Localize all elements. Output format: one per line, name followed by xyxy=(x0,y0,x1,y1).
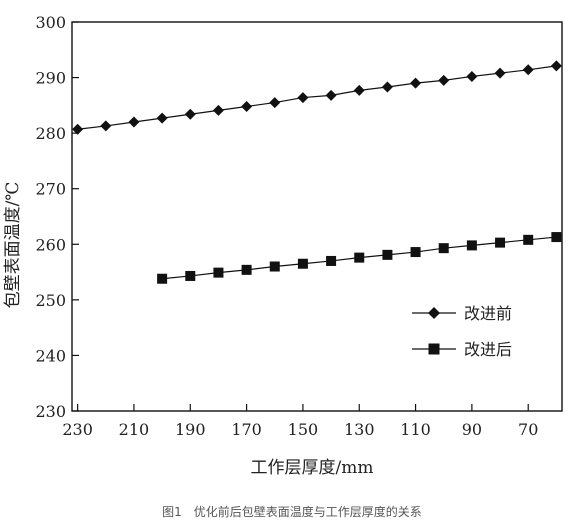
square-marker xyxy=(382,249,393,260)
square-marker xyxy=(269,261,280,272)
diamond-marker xyxy=(494,67,506,79)
square-marker xyxy=(157,273,168,284)
series-1 xyxy=(72,60,562,135)
square-marker xyxy=(410,247,421,258)
square-marker xyxy=(551,232,562,243)
diamond-marker xyxy=(72,123,84,135)
plot-area xyxy=(71,21,563,412)
square-marker xyxy=(297,258,308,269)
series-2 xyxy=(157,232,562,284)
x-tick-label: 230 xyxy=(62,420,93,439)
diamond-marker xyxy=(269,97,281,109)
x-tick-label: 170 xyxy=(231,420,262,439)
y-tick-label: 300 xyxy=(35,13,66,32)
y-tick-label: 250 xyxy=(35,291,66,310)
square-marker xyxy=(185,270,196,281)
y-axis-label: 包壁表面温度/℃ xyxy=(3,182,23,309)
series-layer xyxy=(72,60,562,284)
diamond-marker xyxy=(522,64,534,76)
legend-label: 改进后 xyxy=(464,340,512,359)
diamond-marker xyxy=(381,81,393,93)
x-tick-label: 130 xyxy=(344,420,375,439)
diamond-marker xyxy=(466,70,478,82)
x-tick-label: 150 xyxy=(288,420,319,439)
y-tick-label: 290 xyxy=(35,69,66,88)
diamond-marker xyxy=(550,60,562,72)
diamond-marker xyxy=(353,84,365,96)
square-marker xyxy=(213,267,224,278)
diamond-marker xyxy=(212,104,224,116)
y-tick-label: 230 xyxy=(35,402,66,421)
diamond-marker xyxy=(128,116,140,128)
diamond-marker xyxy=(410,77,422,89)
legend-item-2: 改进后 xyxy=(412,340,512,359)
x-tick-label: 110 xyxy=(400,420,431,439)
diamond-marker xyxy=(325,89,337,101)
y-tick-label: 240 xyxy=(35,346,66,365)
x-axis-ticks: 230 210 190 170 150 130 110 90 70 xyxy=(62,404,538,439)
square-marker xyxy=(354,252,365,263)
diamond-marker xyxy=(438,74,450,86)
x-axis-label: 工作层厚度/mm xyxy=(251,458,374,478)
plot-frame xyxy=(71,21,563,412)
diamond-marker xyxy=(184,108,196,120)
diamond-marker xyxy=(297,92,309,104)
x-tick-label: 90 xyxy=(462,420,482,439)
chart: 230 240 250 260 270 280 290 300 230 210 190 170 150… xyxy=(3,13,563,478)
square-marker xyxy=(466,240,477,251)
x-tick-label: 70 xyxy=(518,420,538,439)
legend-label: 改进前 xyxy=(464,304,512,323)
y-axis-ticks: 230 240 250 260 270 280 290 300 xyxy=(35,13,79,421)
diamond-marker xyxy=(156,112,168,124)
y-tick-label: 260 xyxy=(35,235,66,254)
series-line xyxy=(77,65,557,130)
legend-item-1: 改进前 xyxy=(412,304,512,323)
square-marker xyxy=(438,243,449,254)
square-marker xyxy=(428,343,440,355)
square-marker xyxy=(495,237,506,248)
diamond-marker xyxy=(428,307,440,319)
y-tick-label: 270 xyxy=(35,180,66,199)
diamond-marker xyxy=(100,120,112,132)
diamond-marker xyxy=(241,100,253,112)
figure-caption: 图1 优化前后包壁表面温度与工作层厚度的关系 xyxy=(162,505,422,519)
square-marker xyxy=(241,264,252,275)
square-marker xyxy=(326,255,337,266)
x-tick-label: 210 xyxy=(119,420,150,439)
x-tick-label: 190 xyxy=(175,420,206,439)
y-tick-label: 280 xyxy=(35,124,66,143)
square-marker xyxy=(523,234,534,245)
